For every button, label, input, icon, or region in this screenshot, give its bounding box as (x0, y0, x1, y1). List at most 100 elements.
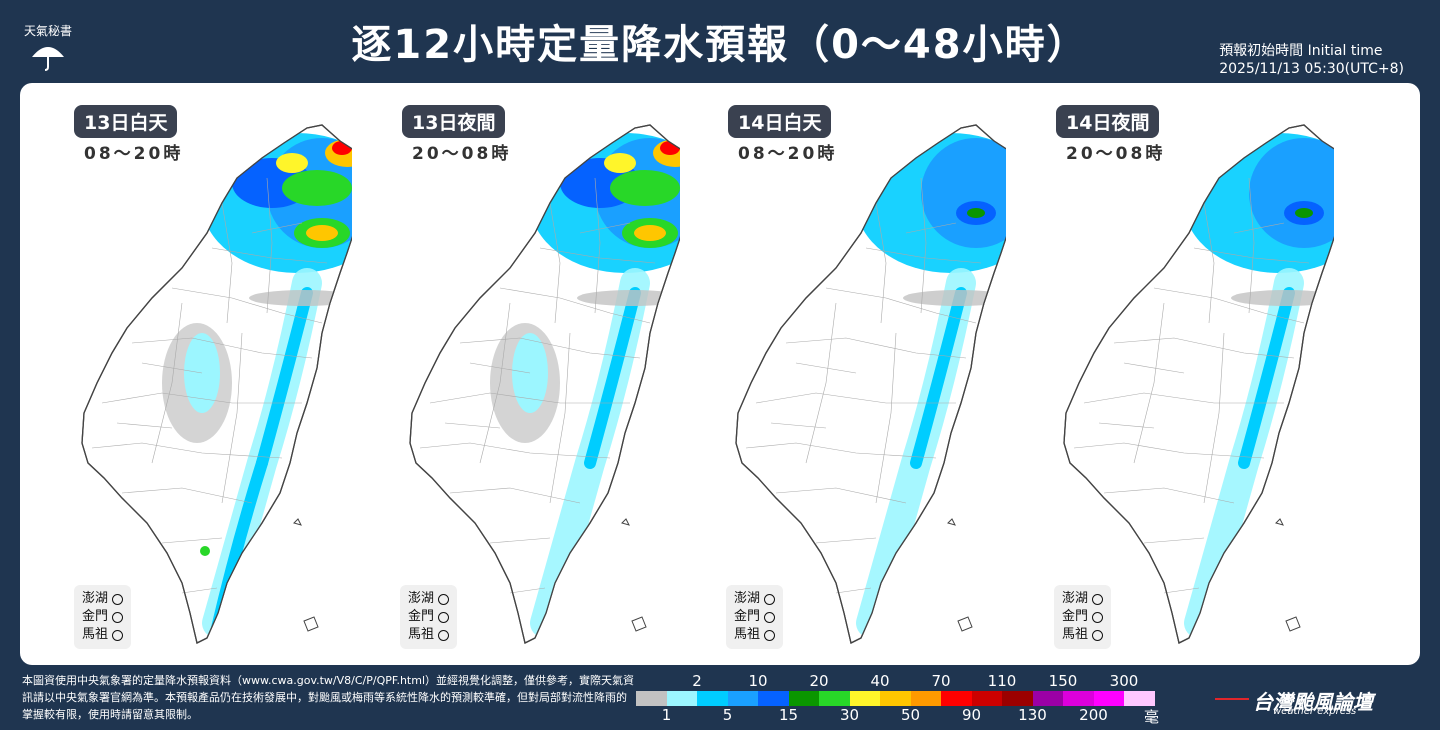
rain-area (921, 138, 1006, 248)
island-name: 馬祖 (734, 627, 761, 642)
legend-label-top: 2 (692, 672, 702, 690)
coastline (735, 124, 1006, 644)
day-badge: 13日夜間 (402, 105, 506, 138)
island-name: 澎湖 (734, 591, 761, 606)
rain-area (1238, 287, 1295, 469)
county-border (815, 537, 877, 544)
county-border (549, 332, 571, 504)
county-border (141, 362, 203, 374)
legend-label-bottom: 90 (961, 706, 982, 724)
legend-swatch (1032, 691, 1063, 706)
county-border (221, 332, 243, 504)
county-border (770, 422, 827, 429)
island-status-icon (438, 593, 450, 605)
county-border (101, 392, 302, 404)
legend-swatch (1124, 691, 1155, 706)
brand-name: 台灣颱風論壇 (1253, 690, 1373, 714)
rain-area (967, 208, 985, 218)
rain-area (634, 225, 666, 241)
county-border (1163, 587, 1200, 594)
county-border (469, 362, 531, 374)
legend-swatch (788, 691, 819, 706)
rainfall-layer (1184, 133, 1334, 638)
county-border (549, 202, 561, 324)
legend-label-bottom: 5 (722, 706, 733, 724)
outlying-islands-box: 澎湖 金門 馬祖 (400, 585, 458, 649)
county-border (1153, 287, 1305, 324)
outlying-islands-box: 澎湖 金門 馬祖 (74, 585, 132, 649)
county-border (171, 287, 323, 324)
county-border (865, 247, 982, 264)
island-name: 金門 (734, 609, 761, 624)
rainfall-layer (490, 133, 680, 638)
init-time-label: 預報初始時間 Initial time (1219, 43, 1383, 59)
county-border (419, 442, 611, 459)
legend-swatch (697, 691, 728, 706)
legend-swatch (666, 691, 697, 706)
legend-label-bottom: 130 (1018, 706, 1047, 724)
coastline (1063, 124, 1334, 644)
legend-swatch (1002, 691, 1033, 706)
county-border (449, 487, 581, 504)
county-border (1203, 332, 1225, 504)
small-island (947, 518, 956, 526)
county-border (1248, 177, 1255, 314)
legend-label-top: 300 (1109, 672, 1139, 690)
county-border (920, 177, 927, 314)
county-border (755, 392, 956, 404)
legend-label-top: 20 (809, 672, 829, 690)
time-range: 20～08時 (412, 144, 512, 164)
page-title: 逐12小時定量降水預報（0～48小時） (351, 22, 1089, 68)
map-panel-4: 14日夜間 20～08時 澎湖 金門 馬祖 (1004, 83, 1334, 665)
county-border (1193, 247, 1310, 264)
island-name: 金門 (408, 609, 435, 624)
small-island (303, 616, 319, 632)
county-border (1083, 392, 1284, 404)
legend-swatch (849, 691, 880, 706)
taiwan-map (81, 124, 352, 644)
island-status-icon (1092, 629, 1104, 641)
time-range: 20～08時 (1066, 144, 1166, 164)
county-border (1143, 537, 1205, 544)
county-border (444, 422, 501, 429)
small-island (621, 518, 630, 526)
county-border (1103, 487, 1235, 504)
legend-label-bottom: 200 (1079, 706, 1108, 724)
island-name: 金門 (1062, 609, 1089, 624)
legend-label-bottom: 1 (661, 706, 672, 724)
island-status-icon (1092, 593, 1104, 605)
county-border (161, 537, 223, 544)
county-border (251, 222, 303, 234)
county-border (221, 202, 233, 324)
island-name: 馬祖 (82, 627, 109, 642)
county-border (775, 487, 907, 504)
rain-area (610, 170, 680, 206)
island-name: 澎湖 (408, 591, 435, 606)
island-status-icon (438, 611, 450, 623)
brand-subtitle: weather express (1273, 706, 1357, 717)
brand-accent-line (1215, 698, 1249, 700)
time-range: 08～20時 (84, 144, 184, 164)
county-border (905, 222, 957, 234)
coastline (81, 124, 352, 644)
island-status-icon (112, 629, 124, 641)
map-panel-1: 13日白天 08～20時 澎湖 金門 馬祖 (22, 83, 352, 665)
rainfall-layer (162, 133, 352, 638)
rain-area (604, 153, 636, 173)
county-border (795, 362, 857, 374)
taiwan-map (735, 124, 1006, 644)
outlying-islands-box: 澎湖 金門 馬祖 (726, 585, 784, 649)
county-border (91, 442, 283, 459)
county-border (825, 287, 977, 324)
county-border (805, 302, 837, 464)
small-island (1275, 518, 1284, 526)
county-border (131, 337, 313, 359)
legend-swatch (971, 691, 1002, 706)
county-border (266, 177, 273, 314)
legend-label-bottom: 50 (900, 706, 921, 724)
day-badge: 14日夜間 (1056, 105, 1160, 138)
island-status-icon (764, 611, 776, 623)
county-border (211, 247, 328, 264)
island-name: 馬祖 (408, 627, 435, 642)
umbrella-icon (32, 47, 64, 71)
